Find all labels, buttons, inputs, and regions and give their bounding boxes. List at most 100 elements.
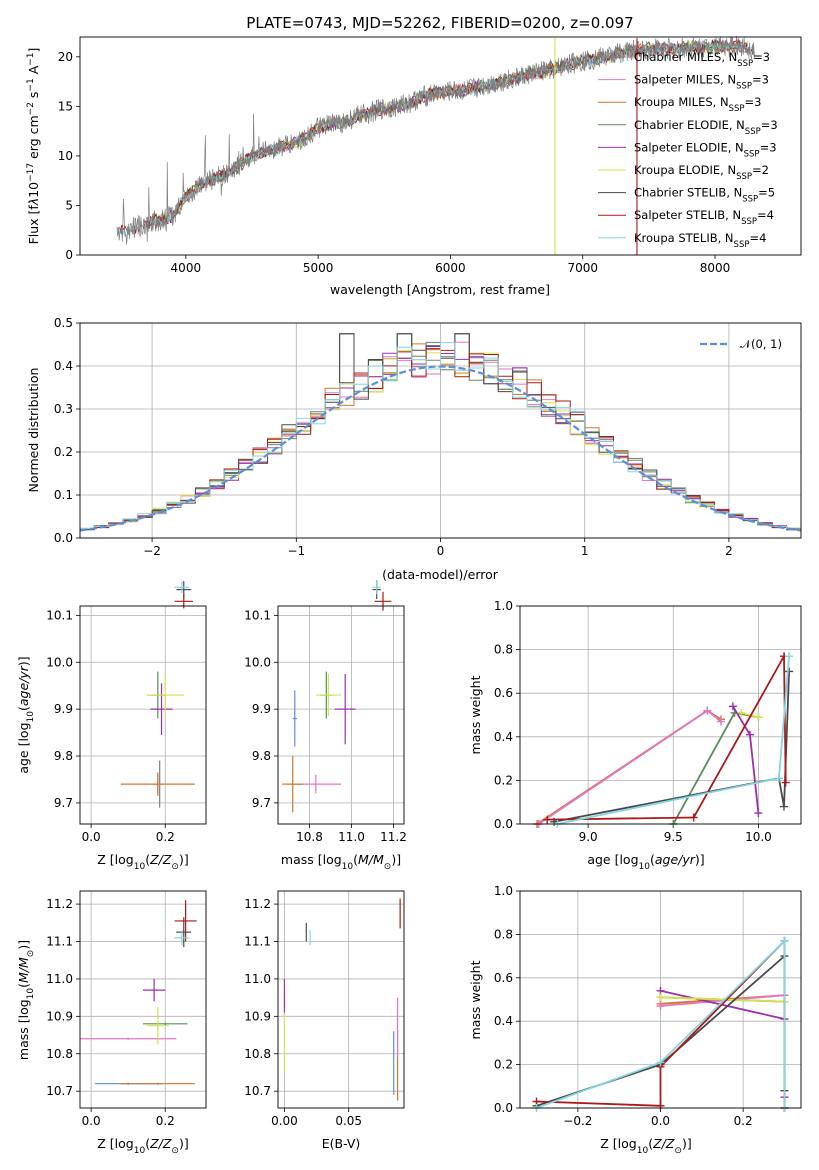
age-vs-Z-xlabel: Z [log10(Z/Z⊙)]	[97, 852, 188, 872]
legend-label-kroupa_stelib: Kroupa STELIB, NSSP=4	[634, 231, 766, 250]
weight-marker-kroupa_stelib	[785, 652, 794, 661]
weight-vs-Z-ylabel: mass weight	[468, 960, 483, 1039]
x-tick-label: 10.8	[296, 830, 323, 844]
y-tick-label: 0.6	[494, 971, 513, 985]
y-tick-label: 0.8	[494, 643, 513, 657]
y-tick-label: 10.7	[244, 1084, 271, 1098]
x-tick-label: 4000	[171, 261, 202, 275]
x-tick-label: 0.0	[82, 830, 101, 844]
age-vs-Z-panel: 0.0 0.2 9.7 9.8 9.9 10.0 10.1	[46, 581, 207, 844]
weight-marker-kroupa_elodie	[656, 993, 665, 1002]
x-tick-label: 11.0	[338, 830, 365, 844]
axes-frame	[79, 322, 802, 539]
spectrum-model-kroupa_stelib	[116, 40, 755, 235]
legend-label-chabrier_stelib: Chabrier STELIB, NSSP=5	[634, 186, 775, 205]
y-tick-label: 0.5	[54, 316, 73, 330]
weight-marker-chabrier_stelib	[785, 667, 794, 676]
x-tick-label: −1	[287, 544, 305, 558]
x-tick-label: 2	[725, 544, 733, 558]
y-tick-label: 0.3	[54, 402, 73, 416]
weight-marker-salpeter_elodie	[728, 702, 737, 711]
y-tick-label: 9.7	[54, 796, 73, 810]
y-tick-label: 11.1	[244, 935, 271, 949]
y-tick-label: 10.8	[46, 1047, 73, 1061]
spectrum-data-line	[116, 35, 756, 245]
x-tick-label: 8000	[700, 261, 731, 275]
axes-frame	[519, 890, 802, 1109]
y-tick-label: 0	[65, 248, 73, 262]
x-tick-label: 0.00	[271, 1114, 298, 1128]
weight-marker-salpeter_elodie	[754, 809, 763, 818]
x-tick-label: 7000	[567, 261, 598, 275]
y-tick-label: 11.1	[46, 935, 73, 949]
y-tick-label: 10.1	[46, 608, 73, 622]
y-tick-label: 10	[58, 149, 73, 163]
y-tick-label: 9.8	[54, 749, 73, 763]
y-tick-label: 9.7	[252, 796, 271, 810]
age-vs-Z-ylabel: age [log10(age/yr)]	[16, 656, 36, 773]
weight-vs-age-ylabel: mass weight	[468, 675, 483, 754]
weight-line-kroupa_elodie	[660, 996, 785, 1003]
residuals-panel: −2 −1 0 1 2 0.0 0.1 0.2 0.3 0.4 0.5 (data-model)/e…	[26, 316, 802, 582]
weight-line-kroupa_elodie	[741, 711, 759, 719]
y-tick-label: 1.0	[494, 884, 513, 898]
y-tick-label: 11.2	[46, 897, 73, 911]
x-tick-label: 10.0	[745, 830, 772, 844]
x-tick-label: 0.2	[734, 1114, 753, 1128]
mass-vs-Z-ylabel: mass [log10(M/M⊙)]	[16, 940, 36, 1060]
normal-curve	[79, 365, 802, 532]
x-tick-label: 0	[437, 544, 445, 558]
y-tick-label: 0.6	[494, 686, 513, 700]
weight-marker-kroupa_stelib	[774, 774, 783, 783]
mass-vs-EBV-panel: 0.00 0.05 10.7 10.8 10.9 11.0 11.1 11.2	[244, 890, 405, 1128]
y-tick-label: 0.1	[54, 488, 73, 502]
spectrum-plot-area: 4000 5000 6000 7000 8000 0 5 10 15 20	[58, 35, 802, 275]
y-tick-label: 11.2	[244, 897, 271, 911]
weight-marker-kroupa_stelib	[656, 1058, 665, 1067]
weight-line-kroupa_stelib	[536, 938, 786, 1109]
weight-line-salpeter_stelib	[547, 652, 787, 821]
weight-vs-Z-xlabel: Z [log10(Z/Z⊙)]	[600, 1136, 691, 1156]
y-tick-label: 0.2	[54, 445, 73, 459]
axes-frame	[79, 890, 207, 1109]
y-tick-label: 10.0	[244, 655, 271, 669]
spectrum-model-kroupa_elodie	[145, 40, 748, 231]
weight-line-salpeter_elodie	[732, 705, 760, 814]
weight-line-chabrier_elodie	[672, 711, 759, 825]
legend-label-chabrier_miles: Chabrier MILES, NSSP=3	[634, 50, 770, 69]
y-tick-label: 15	[58, 99, 73, 113]
weight-marker-salpeter_stelib	[689, 813, 698, 822]
weight-line-chabrier_stelib	[553, 671, 790, 823]
spectrum-ylabel: Flux [fλ10−17 erg cm−2 s−1 A−1]	[26, 48, 41, 245]
spectrum-legend: Chabrier MILES, NSSP=3 Salpeter MILES, NS…	[598, 50, 778, 250]
x-tick-label: 6000	[435, 261, 466, 275]
mass-vs-EBV-xlabel: E(B-V)	[322, 1136, 361, 1151]
legend-label-salpeter_stelib: Salpeter STELIB, NSSP=4	[634, 208, 774, 227]
spectrum-model-salpeter_stelib	[119, 38, 756, 234]
residuals-xlabel: (data-model)/error	[382, 567, 499, 582]
weight-marker-salpeter_miles	[703, 706, 712, 715]
y-tick-label: 20	[58, 50, 73, 64]
normal-legend-label: 𝒩(0, 1)	[740, 337, 782, 351]
weight-vs-Z-panel: −0.2 0.0 0.2 0.0 0.2 0.4 0.6 0.8 1.0	[494, 884, 802, 1128]
figure-title: PLATE=0743, MJD=52262, FIBERID=0200, z=0…	[246, 14, 633, 32]
x-tick-label: −0.2	[563, 1114, 592, 1128]
x-tick-label: 0.2	[156, 1114, 175, 1128]
residuals-ylabel: Normed distribution	[26, 368, 41, 493]
x-tick-label: 0.0	[651, 1114, 670, 1128]
y-tick-label: 0.0	[494, 817, 513, 831]
axes-frame	[79, 36, 802, 256]
x-tick-label: 0.2	[156, 830, 175, 844]
weight-marker-kroupa_elodie	[737, 708, 746, 717]
spectrum-model-salpeter_elodie	[145, 38, 748, 229]
y-tick-label: 0.8	[494, 927, 513, 941]
x-tick-label: −2	[143, 544, 161, 558]
y-tick-label: 10.9	[46, 1009, 73, 1023]
weight-marker-salpeter_elodie	[745, 730, 754, 739]
y-tick-label: 10.8	[244, 1047, 271, 1061]
y-tick-label: 10.1	[244, 608, 271, 622]
x-tick-label: 5000	[303, 261, 334, 275]
y-tick-label: 9.9	[252, 702, 271, 716]
axes-frame	[79, 605, 207, 825]
